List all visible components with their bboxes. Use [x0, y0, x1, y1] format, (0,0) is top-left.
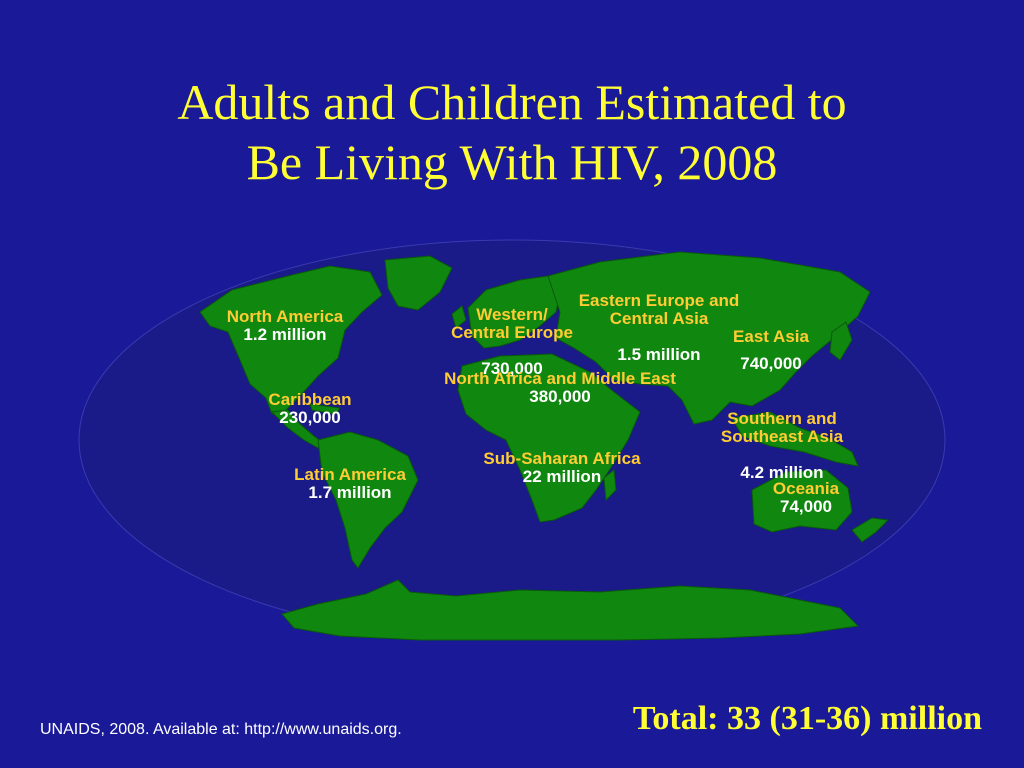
landmass-caribbean — [309, 403, 341, 415]
region-east-asia: East Asia 740,000 — [733, 328, 809, 373]
region-value: 730,000 — [481, 359, 543, 378]
slide-title: Adults and Children Estimated to Be Livi… — [0, 72, 1024, 192]
landmass-southeast-asia — [731, 411, 859, 467]
region-name: Oceania — [772, 479, 840, 498]
landmass-antarctica — [281, 579, 860, 641]
region-oceania: Oceania 74,000 — [773, 480, 839, 516]
region-value: 1.7 million — [308, 483, 392, 502]
landmass-africa — [457, 353, 641, 523]
region-name: Eastern Europe and Central Asia — [578, 291, 740, 328]
region-name: Latin America — [294, 465, 406, 484]
region-name: North America — [226, 307, 344, 326]
region-name: Sub-Saharan Africa — [483, 449, 641, 468]
region-value: 22 million — [522, 467, 602, 486]
region-name: Southern and Southeast Asia — [720, 409, 844, 446]
landmass-europe — [467, 275, 561, 349]
region-name: North Africa and Middle East — [444, 369, 676, 388]
region-western-central-europe: Western/ Central Europe 730,000 — [451, 288, 573, 396]
landmass-south-america — [317, 431, 419, 569]
landmass-north-america — [199, 265, 383, 415]
region-north-america: North America 1.2 million — [227, 308, 344, 344]
landmass-new-zealand — [851, 517, 890, 543]
region-eastern-europe-central-asia: Eastern Europe and Central Asia 1.5 mill… — [579, 274, 740, 382]
landmass-uk — [451, 305, 467, 329]
region-value: 1.5 million — [617, 345, 701, 364]
landmass-asia — [547, 251, 871, 425]
landmass-madagascar — [603, 469, 617, 502]
title-line-2: Be Living With HIV, 2008 — [246, 134, 778, 190]
total-estimate: Total: 33 (31-36) million — [632, 700, 982, 737]
region-name: Western/ Central Europe — [451, 305, 573, 342]
region-value: 1.2 million — [243, 325, 327, 344]
region-north-africa-middle-east: North Africa and Middle East 380,000 — [444, 370, 676, 406]
region-name: East Asia — [733, 327, 809, 346]
region-sub-saharan-africa: Sub-Saharan Africa 22 million — [483, 450, 640, 486]
landmass-japan — [829, 321, 853, 361]
region-value: 230,000 — [279, 408, 341, 427]
title-line-1: Adults and Children Estimated to — [177, 74, 847, 130]
region-value: 4.2 million — [740, 463, 824, 482]
region-value: 74,000 — [780, 497, 832, 516]
region-southern-southeast-asia: Southern and Southeast Asia 4.2 million — [721, 392, 843, 500]
region-name: Caribbean — [268, 390, 352, 409]
region-value: 740,000 — [740, 354, 802, 373]
region-caribbean: Caribbean 230,000 — [268, 391, 351, 427]
landmass-greenland — [384, 255, 453, 311]
landmass-australia — [751, 469, 853, 533]
region-latin-america: Latin America 1.7 million — [294, 466, 406, 502]
source-citation: UNAIDS, 2008. Available at: http://www.u… — [40, 721, 402, 738]
region-value: 380,000 — [529, 387, 591, 406]
